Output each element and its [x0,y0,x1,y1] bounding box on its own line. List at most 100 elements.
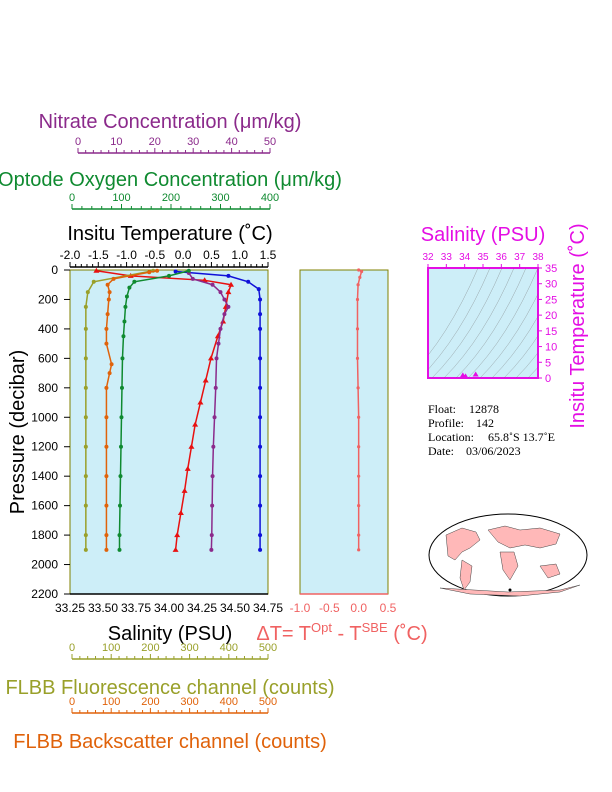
data-point [117,547,122,552]
data-point [213,385,218,390]
delta-t-point [355,297,360,302]
pressure-axis-title: Pressure (decibar) [7,350,29,515]
data-point [258,356,263,361]
data-point [246,279,251,284]
nitrate-axis: 0 10 20 30 40 50 [75,136,276,154]
pressure-tick-label: 2000 [31,558,58,572]
data-point [190,276,195,281]
data-point [121,334,126,339]
data-point [172,546,179,552]
tick-label: 0.5 [203,248,220,262]
data-point [181,487,188,493]
tick-label: -1.0 [116,248,137,262]
nitrate-axis-title: Nitrate Concentration (μm/kg) [39,111,302,133]
pressure-axis: 0 200 400 600 800 1000 1200 1400 1600 1800 2000 220… [31,263,70,601]
density-contour [455,268,527,378]
data-point [211,444,216,449]
tick-label: 300 [180,642,198,654]
data-point [83,444,88,449]
series-line [96,269,233,550]
tick-label: 400 [220,642,238,654]
tick-label: -1.5 [88,248,109,262]
ts-x-tick-label: 34 [459,252,471,263]
pressure-tick-label: 400 [38,322,58,336]
fluorescence-axis-title: FLBB Fluorescence channel (counts) [5,677,334,699]
delta-t-point [357,504,361,508]
ts-y-tick-label: 10 [545,342,557,354]
tick-label: 34.00 [154,601,184,615]
data-point [117,503,122,508]
tick-label: 500 [259,696,277,708]
profile-label: Profile: [428,416,464,430]
tick-label: 300 [180,696,198,708]
ts-y-tick-label: 15 [545,326,557,338]
ts-axes: 32 33 34 35 36 37 38 0 5 10 15 20 25 30 35 [422,252,557,385]
data-point [147,270,152,275]
data-point [104,326,109,331]
tick-label: 400 [220,696,238,708]
tick-label: 0 [69,642,75,654]
ts-x-tick-label: 33 [441,252,453,263]
tick-label: 400 [261,192,279,204]
data-point [83,385,88,390]
density-contour [503,335,538,378]
tick-label: 200 [141,642,159,654]
data-point [258,415,263,420]
data-point [104,385,109,390]
tick-label: 100 [112,192,130,204]
data-point [174,532,181,538]
data-point [207,355,214,361]
tick-label: 0.0 [350,601,367,615]
date-label: Date: [428,444,454,458]
data-point [83,533,88,538]
tick-label: 0.0 [175,248,192,262]
data-point [210,282,215,287]
tick-label: 200 [141,696,159,708]
ts-y-tick-label: 30 [545,279,557,291]
tick-label: 50 [264,136,276,148]
delta-t-point [356,283,360,287]
data-point [222,297,227,302]
tick-label: 1.0 [231,248,248,262]
tick-label: 0.5 [380,601,397,615]
tick-label: 33.75 [121,601,151,615]
ts-x-tick-label: 36 [496,252,508,263]
float-location-marker [508,588,512,592]
float-value: 12878 [469,402,499,416]
delta-t-point [357,533,361,537]
backscatter-axis-title: FLBB Backscatter channel (counts) [13,731,326,753]
map-land [439,525,581,597]
data-point [109,362,114,367]
ts-y-tick-label: 35 [545,263,557,275]
data-point [218,326,223,331]
data-point [155,268,160,273]
data-point [209,533,214,538]
data-point [214,356,219,361]
data-point [258,533,263,538]
delta-t-point [360,269,364,274]
pressure-tick-label: 1800 [31,528,58,542]
data-point [210,503,215,508]
ts-point [462,373,469,379]
data-point [186,268,191,273]
data-point [91,279,96,284]
profile-value: 142 [476,416,494,430]
data-point [117,533,122,538]
delta-t-series [355,268,364,552]
density-contour [431,268,503,378]
data-point [258,312,263,317]
data-point [106,297,111,302]
tick-label: 100 [102,642,120,654]
tick-label: 34.50 [220,601,250,615]
data-point [132,279,137,284]
backscatter-axis: 0 100 200 300 400 500 [69,696,277,714]
location-label: Location: [428,430,474,444]
delta-t-point [358,275,362,279]
ts-y-tick-label: 0 [545,373,551,385]
data-point [210,474,215,479]
ts-y-tick-label: 5 [545,357,551,369]
data-point [83,415,88,420]
ts-x-tick-label: 38 [532,252,544,263]
pressure-tick-label: 0 [51,263,58,277]
data-point [201,277,208,283]
